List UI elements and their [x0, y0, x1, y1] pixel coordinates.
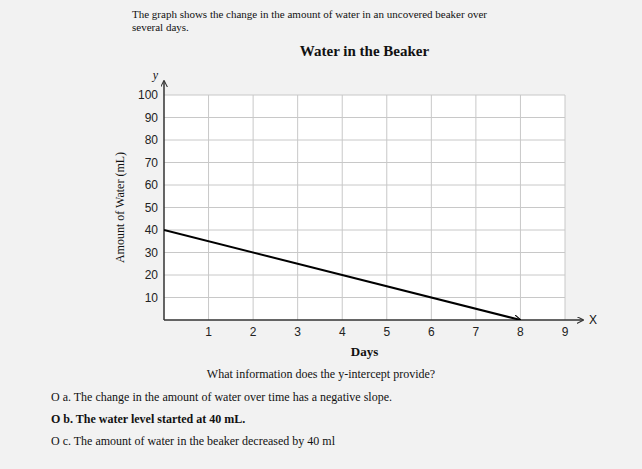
plot-area	[164, 95, 565, 320]
x-tick-label: 6	[428, 325, 435, 339]
chart: The graph shows the change in the amount…	[0, 0, 642, 469]
grid-line	[164, 185, 565, 186]
x-tick-label: 3	[294, 325, 301, 339]
title: Water in the Beaker	[300, 43, 430, 59]
y-tick-label: 30	[145, 246, 159, 260]
axis-letter: X	[589, 313, 597, 327]
description: several days.	[132, 21, 189, 33]
grid-line	[164, 297, 565, 298]
grid-line	[164, 252, 565, 253]
x-tick-label: 4	[339, 325, 346, 339]
y-axis-label: Amount of Water (mL)	[113, 152, 127, 263]
background	[0, 0, 642, 469]
question: What information does the y-intercept pr…	[207, 367, 435, 381]
grid-line	[164, 207, 565, 208]
y-tick-label: 10	[145, 291, 159, 305]
x-tick-label: 1	[205, 325, 212, 339]
grid-line	[164, 275, 565, 276]
grid-line	[164, 230, 565, 231]
x-tick-label: 9	[562, 325, 569, 339]
answer: O b. The water level started at 40 mL.	[51, 412, 245, 426]
y-tick-label: 80	[145, 133, 159, 147]
x-tick-label: 2	[250, 325, 257, 339]
answer: O a. The change in the amount of water o…	[51, 390, 392, 404]
description: The graph shows the change in the amount…	[132, 8, 487, 20]
x-axis-label: Days	[351, 344, 378, 359]
y-tick-label: 40	[145, 223, 159, 237]
x-tick-label: 5	[383, 325, 390, 339]
x-tick-label: 8	[517, 325, 524, 339]
y-tick-label: 90	[145, 111, 159, 125]
y-tick-label: 50	[145, 201, 159, 215]
y-tick-label: 20	[145, 268, 159, 282]
y-tick-label: 70	[145, 156, 159, 170]
answer: O c. The amount of water in the beaker d…	[51, 434, 336, 448]
grid-line	[164, 95, 565, 96]
grid-line	[164, 162, 565, 163]
y-tick-label: 100	[138, 88, 158, 102]
axis-letter: y	[152, 68, 159, 82]
y-tick-label: 60	[145, 178, 159, 192]
grid-line	[164, 117, 565, 118]
x-tick-label: 7	[473, 325, 480, 339]
data-line	[164, 230, 520, 320]
y-axis	[163, 81, 165, 320]
plot-marks	[164, 230, 520, 320]
grid-line	[164, 140, 565, 141]
